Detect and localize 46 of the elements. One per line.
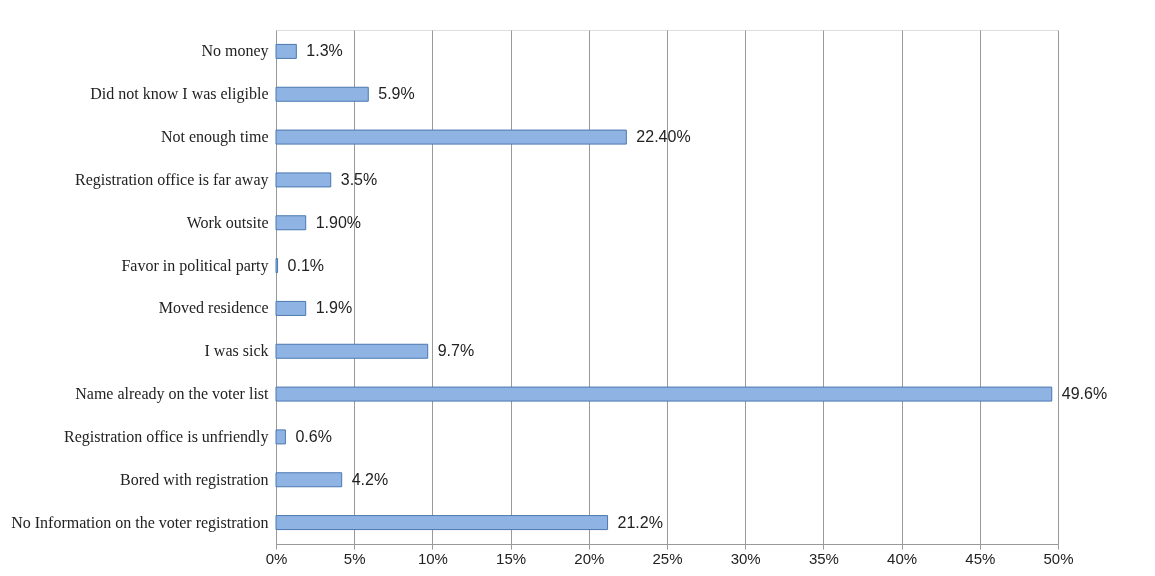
y-tick-label: No money [201, 42, 269, 61]
bar [275, 300, 307, 316]
y-tick-label: Moved residence [158, 299, 269, 317]
data-label: 3.5% [340, 170, 378, 188]
x-tick-label: 25% [652, 549, 683, 567]
bar [275, 472, 343, 488]
x-tick-label: 50% [1043, 549, 1074, 567]
bar [275, 343, 429, 359]
y-tick-label: Bored with registration [120, 470, 269, 489]
data-label: 22.40% [636, 128, 691, 146]
y-tick-label: Favor in political party [121, 256, 269, 275]
data-label: 1.9% [315, 299, 353, 317]
data-label: 1.90% [315, 213, 362, 231]
bar [275, 172, 332, 188]
y-tick-label: No Information on the voter registration [11, 513, 269, 532]
x-tick-label: 30% [730, 549, 761, 567]
bar [275, 215, 307, 231]
x-tick-label: 0% [265, 549, 288, 567]
x-tick-label: 15% [496, 549, 527, 567]
bar [275, 515, 609, 531]
data-label: 5.9% [378, 85, 415, 103]
bar [275, 129, 627, 145]
y-tick-label: Did not know I was eligible [90, 85, 269, 104]
y-tick-label: I was sick [204, 342, 269, 360]
x-tick-label: 10% [417, 549, 448, 567]
bar [275, 43, 297, 59]
y-tick-label: Registration office is far away [75, 170, 269, 189]
data-label: 9.7% [437, 342, 475, 360]
data-label: 0.6% [295, 427, 332, 445]
x-tick-label: 45% [965, 549, 996, 567]
y-tick-label: Work outsite [186, 213, 269, 231]
bar [275, 429, 286, 445]
data-label: 4.2% [351, 470, 389, 488]
data-label: 1.3% [306, 42, 343, 60]
bar [275, 86, 369, 102]
x-tick-label: 5% [343, 549, 366, 567]
y-tick-label: Name already on the voter list [75, 385, 270, 404]
data-label: 49.6% [1061, 385, 1108, 403]
x-tick-label: 40% [887, 549, 918, 567]
data-label: 0.1% [287, 256, 325, 274]
x-tick-label: 35% [808, 549, 839, 567]
y-tick-label: Registration office is unfriendly [63, 427, 269, 446]
bar [275, 386, 1053, 402]
y-tick-label: Not enough time [160, 128, 269, 147]
x-tick-label: 20% [574, 549, 605, 567]
data-label: 21.2% [617, 513, 663, 531]
